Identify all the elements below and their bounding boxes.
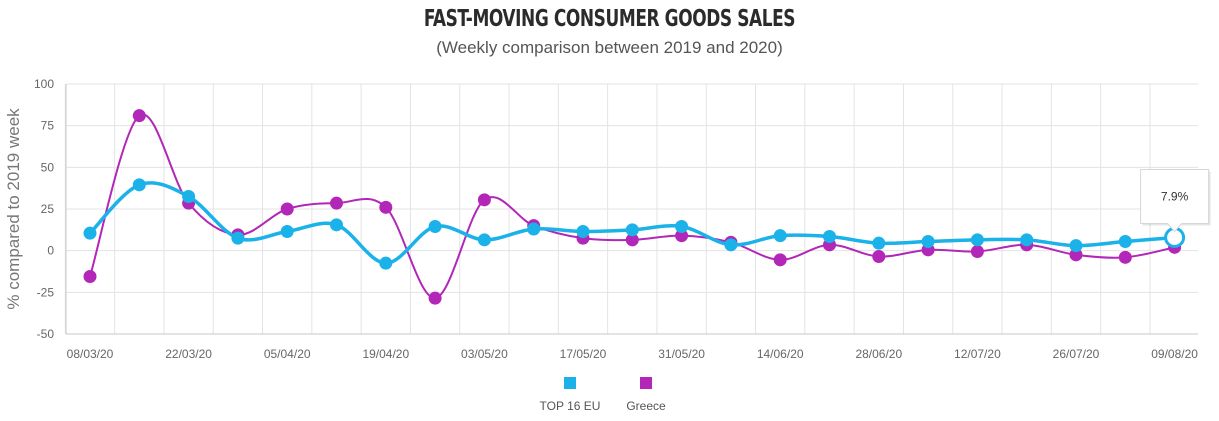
data-point[interactable]: [379, 256, 393, 270]
y-tick-label: -25: [37, 285, 55, 299]
data-point[interactable]: [83, 226, 97, 240]
legend-swatch: [640, 377, 652, 389]
data-point[interactable]: [280, 202, 294, 216]
legend-item-top-16-eu[interactable]: TOP 16 EU: [540, 377, 601, 413]
data-point[interactable]: [280, 225, 294, 238]
data-point[interactable]: [330, 196, 343, 210]
data-point[interactable]: [428, 220, 442, 233]
x-tick-label: 22/03/20: [165, 347, 212, 361]
tooltip: 7.9%: [1140, 169, 1211, 248]
data-point[interactable]: [921, 235, 935, 248]
x-tick-label: 09/08/20: [1151, 347, 1198, 361]
series-top-16-eu: [83, 178, 1182, 270]
data-point[interactable]: [132, 178, 146, 192]
data-point[interactable]: [428, 291, 442, 305]
data-point[interactable]: [823, 230, 836, 243]
x-tick-label: 31/05/20: [658, 347, 705, 361]
tooltip-label: 7.9%: [1161, 190, 1189, 204]
x-tick-label: 28/06/20: [855, 347, 902, 361]
data-point[interactable]: [970, 245, 984, 258]
y-axis: 100 75 50 25 0 -25 -50: [34, 77, 67, 341]
data-point[interactable]: [231, 231, 245, 245]
chart-title: FAST-MOVING CONSUMER GOODS SALES: [423, 6, 796, 32]
y-tick-label: 100: [34, 77, 54, 91]
data-point[interactable]: [773, 229, 787, 243]
tooltip-box: [1140, 169, 1210, 233]
data-point[interactable]: [477, 233, 491, 247]
y-tick-label: 25: [41, 202, 55, 216]
y-tick-label: 75: [41, 119, 55, 133]
chart-subtitle: (Weekly comparison between 2019 and 2020…: [436, 38, 783, 57]
data-point[interactable]: [625, 233, 639, 247]
x-tick-label: 08/03/20: [67, 347, 114, 361]
x-axis: 08/03/20 22/03/20 05/04/20 19/04/20 03/05/20…: [66, 333, 1198, 361]
data-point[interactable]: [1069, 248, 1083, 262]
data-point[interactable]: [724, 238, 738, 252]
series-group: [83, 109, 1182, 305]
x-tick-label: 26/07/20: [1053, 347, 1100, 361]
data-point[interactable]: [773, 253, 787, 267]
data-point[interactable]: [1118, 235, 1132, 248]
data-point[interactable]: [83, 270, 97, 283]
data-point[interactable]: [675, 229, 689, 243]
y-tick-label: 50: [41, 160, 55, 174]
data-point[interactable]: [1069, 239, 1083, 253]
x-tick-label: 14/06/20: [757, 347, 804, 361]
data-point[interactable]: [872, 250, 886, 263]
data-point[interactable]: [872, 236, 886, 250]
data-point[interactable]: [1118, 250, 1132, 264]
series-greece: [83, 109, 1182, 305]
legend-item-greece[interactable]: Greece: [626, 377, 666, 413]
x-tick-label: 05/04/20: [264, 347, 311, 361]
data-point[interactable]: [379, 200, 393, 214]
data-point[interactable]: [132, 109, 146, 123]
y-tick-label: 0: [47, 244, 54, 258]
legend[interactable]: TOP 16 EU Greece: [540, 377, 666, 413]
x-tick-label: 03/05/20: [461, 347, 508, 361]
data-point[interactable]: [1020, 233, 1034, 247]
data-point[interactable]: [675, 220, 689, 233]
legend-label: TOP 16 EU: [540, 399, 601, 413]
data-point[interactable]: [970, 233, 984, 247]
x-tick-label: 12/07/20: [954, 347, 1001, 361]
legend-label: Greece: [626, 399, 666, 413]
y-tick-label: -50: [37, 327, 55, 341]
x-tick-label: 19/04/20: [362, 347, 409, 361]
series-line: [89, 113, 1175, 300]
y-axis-label: % compared to 2019 week: [4, 108, 23, 310]
data-point[interactable]: [477, 193, 491, 207]
data-point[interactable]: [576, 225, 590, 238]
data-point[interactable]: [625, 223, 639, 237]
legend-swatch: [564, 377, 576, 389]
data-point[interactable]: [182, 190, 196, 203]
data-point[interactable]: [527, 222, 541, 236]
grid-lines: [64, 83, 1198, 335]
data-point[interactable]: [330, 218, 343, 232]
x-tick-label: 17/05/20: [560, 347, 607, 361]
